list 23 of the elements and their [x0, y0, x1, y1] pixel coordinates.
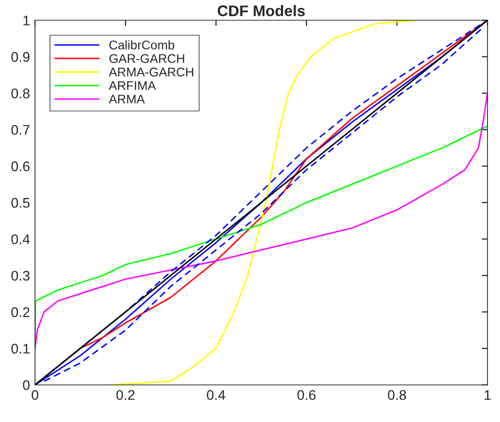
y-tick-label: 0.7	[11, 124, 30, 135]
legend-label: GAR-GARCH	[109, 54, 184, 63]
x-tick-label: 1	[484, 390, 491, 400]
y-tick-label: 0	[22, 380, 30, 390]
x-tick-label: 0	[32, 390, 38, 400]
x-tick-label: 0.8	[388, 390, 406, 400]
y-tick-label: 0.9	[11, 52, 30, 62]
x-tick-label: 0.2	[116, 390, 134, 400]
chart-title: CDF Models	[218, 5, 305, 16]
y-tick-label: 0.6	[11, 161, 30, 172]
y-tick-label: 0.4	[11, 234, 30, 244]
legend-label: ARMA-GARCH	[108, 68, 194, 76]
legend-label: CalibrComb	[109, 40, 174, 50]
x-tick-label: 0.4	[206, 390, 226, 400]
y-tick-label: 0.1	[11, 344, 30, 354]
x-tick-label: 0.6	[297, 390, 316, 400]
y-tick-label: 0.5	[11, 198, 30, 208]
y-tick-label: 1	[23, 16, 30, 26]
y-tick-label: 0.8	[11, 88, 30, 98]
y-tick-label: 0.3	[11, 270, 30, 281]
y-tick-label: 0.2	[11, 307, 30, 318]
legend-label: ARMA	[108, 94, 145, 104]
legend-label: ARFIMA	[108, 81, 156, 90]
